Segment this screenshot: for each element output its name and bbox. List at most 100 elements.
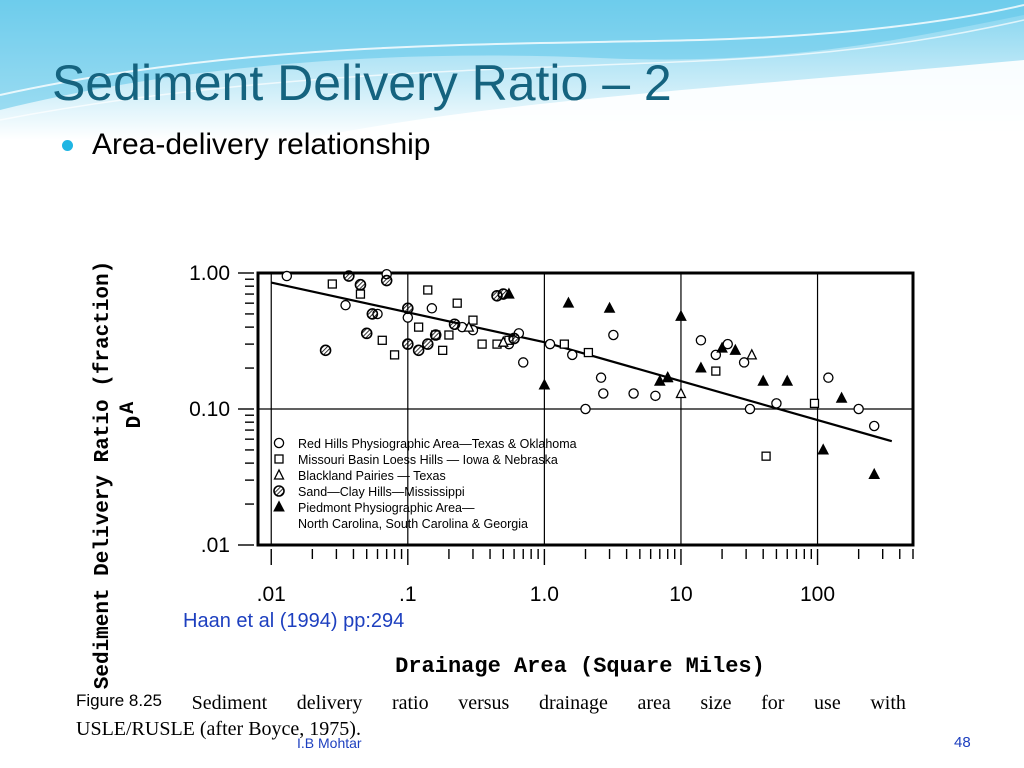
data-point-red-hills: [744, 403, 756, 415]
data-point-red-hills: [823, 372, 834, 383]
header-wave: [0, 0, 1024, 110]
legend-entry: Blackland Pairies — Texas: [298, 469, 446, 483]
data-point-piedmont: [603, 301, 616, 313]
data-point-sand-clay: [508, 332, 520, 345]
data-point-red-hills: [517, 357, 529, 368]
caption-word: versus: [458, 692, 510, 714]
data-point-missouri-loess: [761, 451, 771, 461]
data-point-missouri-loess: [809, 398, 820, 409]
data-point-piedmont: [562, 296, 575, 308]
y-tick-label: 1.00: [189, 262, 230, 285]
data-point-piedmont: [757, 374, 770, 386]
data-point-piedmont: [653, 374, 666, 386]
data-point-sand-clay: [429, 329, 442, 341]
data-point-sand-clay: [343, 270, 355, 282]
x-tick-label: 100: [800, 583, 835, 606]
x-tick-label: 1.0: [530, 583, 559, 606]
data-point-sand-clay: [366, 308, 379, 320]
header-wave: [0, 19, 1024, 121]
data-point-red-hills: [650, 390, 661, 402]
bullet-text: Area-delivery relationship: [92, 128, 431, 161]
data-point-piedmont: [817, 443, 830, 455]
data-point-missouri-loess: [477, 339, 487, 349]
plot-frame: [256, 271, 915, 547]
data-point-missouri-loess: [583, 347, 594, 358]
legend-entry: Sand—Clay Hills—Mississippi: [298, 485, 465, 499]
y-axis-symbol-sub: A: [117, 402, 140, 414]
data-point-red-hills: [628, 388, 639, 399]
data-point-red-hills: [567, 349, 578, 361]
data-point-red-hills: [608, 329, 619, 341]
data-point-piedmont: [781, 374, 794, 386]
chart-axes: .01 .1 1.0 10 100 1.00 0.10 .01: [189, 262, 914, 606]
data-point-missouri-loess: [438, 345, 448, 355]
data-point-missouri-loess: [389, 350, 400, 360]
data-point-missouri-loess: [327, 279, 337, 289]
legend-marker: [273, 485, 285, 497]
caption-word: delivery: [296, 692, 363, 714]
data-point-red-hills: [281, 270, 293, 282]
slide-title: Sediment Delivery Ratio – 2: [52, 55, 672, 111]
data-point-missouri-loess: [559, 339, 569, 349]
data-point-red-hills: [853, 403, 864, 415]
legend-marker: [274, 454, 284, 464]
figure-panel: .01 .1 1.0 10 100 1.00 0.10 .01 Red Hills Physi…: [58, 170, 932, 760]
data-point-sand-clay: [412, 344, 425, 357]
legend-marker: [273, 468, 285, 480]
legend-entry: North Carolina, South Carolina & Georgia: [298, 517, 528, 531]
header-wave: [0, 4, 1024, 96]
y-axis-symbol: DA: [117, 402, 147, 429]
data-point-missouri-loess: [452, 298, 462, 308]
data-point-red-hills: [738, 357, 750, 368]
caption-word: drainage: [538, 692, 608, 714]
y-axis-symbol-letter: D: [124, 416, 147, 429]
figure-background: [58, 170, 932, 760]
caption-word: area: [637, 692, 671, 714]
data-points: [281, 268, 881, 479]
caption-word: Sediment: [191, 692, 268, 714]
legend-marker: [273, 500, 285, 512]
data-point-sand-clay: [319, 344, 332, 357]
caption-figure-label: Figure 8.25: [76, 691, 162, 710]
data-point-sand-clay: [491, 289, 503, 302]
caption-word: with: [870, 692, 906, 714]
source-citation: Haan et al (1994) pp:294: [183, 610, 405, 632]
figure-caption: Figure 8.25 Sediment delivery ratio vers…: [76, 690, 906, 742]
data-point-red-hills: [695, 335, 707, 346]
chart: .01 .1 1.0 10 100 1.00 0.10 .01 Red Hills Physi…: [58, 170, 932, 760]
data-point-red-hills: [544, 338, 556, 350]
data-point-missouri-loess: [413, 322, 424, 332]
data-point-red-hills: [580, 403, 591, 415]
data-point-red-hills: [402, 312, 414, 323]
data-point-piedmont: [503, 287, 515, 299]
data-point-missouri-loess: [468, 315, 478, 325]
data-point-blackland: [497, 335, 509, 347]
page-number: 48: [954, 734, 971, 751]
data-point-piedmont: [868, 467, 881, 479]
caption-word: use: [814, 692, 841, 714]
data-point-piedmont: [835, 391, 848, 403]
data-point-piedmont: [538, 378, 551, 390]
caption-word: size: [700, 692, 732, 714]
data-point-red-hills: [598, 388, 609, 399]
chart-legend: Red Hills Physiographic Area—Texas & Okl…: [273, 437, 577, 531]
bullet-dot-icon: [62, 140, 73, 151]
data-point-missouri-loess: [423, 285, 433, 295]
legend-entry: Red Hills Physiographic Area—Texas & Okl…: [298, 437, 577, 451]
caption-line-1: Figure 8.25 Sediment delivery ratio vers…: [76, 690, 906, 716]
data-point-sand-clay: [448, 318, 461, 331]
footer-author: I.B Mohtar: [297, 735, 362, 751]
caption-word: for: [761, 692, 785, 714]
data-point-red-hills: [868, 420, 880, 432]
legend-entry: Missouri Basin Loess Hills — Iowa & Nebr…: [298, 453, 558, 467]
data-point-piedmont: [675, 309, 687, 321]
y-tick-label: .01: [201, 534, 230, 557]
header-wave: [300, 60, 1024, 140]
data-point-red-hills: [340, 299, 351, 311]
legend-entry: Piedmont Physiographic Area—: [298, 501, 475, 515]
data-point-sand-clay: [380, 274, 393, 287]
data-point-blackland: [463, 320, 475, 332]
data-point-sand-clay: [421, 338, 434, 350]
data-point-missouri-loess: [377, 335, 387, 345]
data-point-piedmont: [716, 341, 728, 353]
